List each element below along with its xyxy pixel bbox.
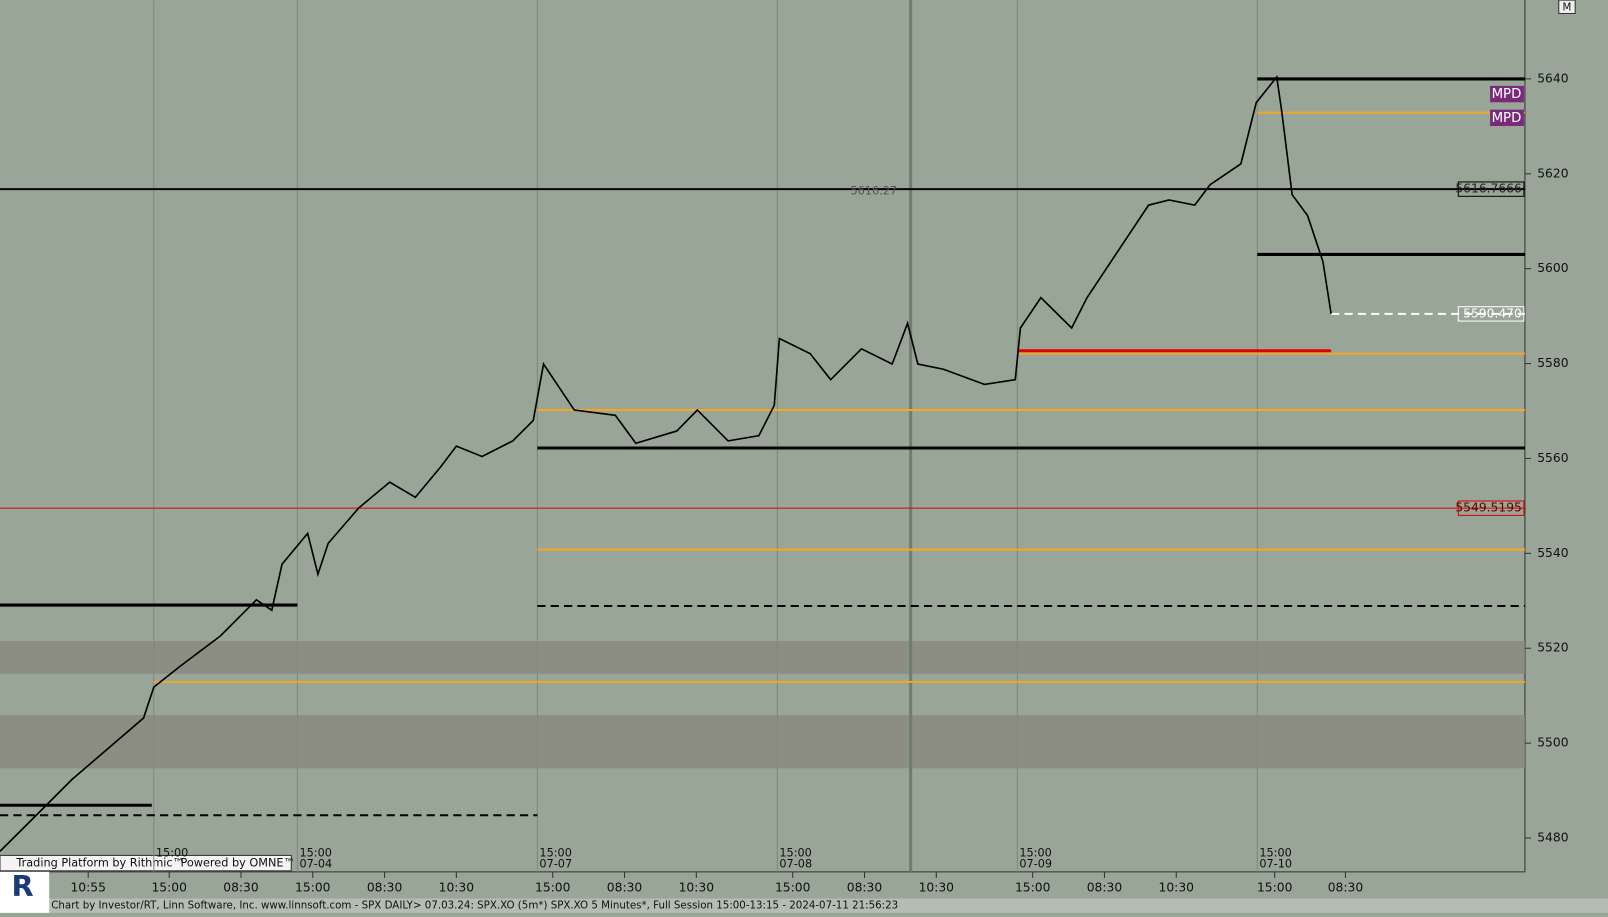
- branding: Trading Platform by Rithmic™: [15, 857, 183, 870]
- annotation-box: [1490, 109, 1524, 127]
- footer-bar: [0, 898, 1608, 913]
- session-time: 15:00: [1019, 846, 1051, 859]
- branding-box: [0, 854, 292, 872]
- price-label: 5590.470: [1463, 306, 1522, 320]
- y-tick-label: 5620: [1537, 166, 1568, 180]
- logo: [0, 871, 50, 913]
- session-time: 15:00: [156, 846, 188, 859]
- y-tick-label: 5560: [1537, 451, 1568, 465]
- x-tick-label: 15:00: [151, 881, 186, 895]
- x-tick-label: 15:00: [535, 881, 570, 895]
- y-tick-label: 5480: [1537, 830, 1568, 844]
- y-tick-label: 5520: [1537, 641, 1568, 655]
- annotation-box: [1490, 85, 1524, 103]
- price-label-box: [1457, 181, 1525, 197]
- price-label: 5549.5195: [1455, 501, 1522, 515]
- x-tick-label: 10:30: [679, 881, 714, 895]
- x-tick-label: 08:30: [223, 881, 258, 895]
- x-tick-label: 15:00: [775, 881, 810, 895]
- y-tick-label: 5640: [1537, 71, 1568, 85]
- session-date: 07-08: [779, 858, 812, 871]
- x-tick-label: 10:30: [1159, 881, 1194, 895]
- corner-label: M: [1563, 1, 1572, 13]
- branding: Powered by OMNE™: [180, 857, 294, 870]
- zone: [0, 715, 1525, 769]
- x-tick-label: 08:30: [847, 881, 882, 895]
- x-tick-label: 15:00: [1257, 881, 1292, 895]
- price-line: [0, 74, 1332, 852]
- price-label: 5616.7666: [1455, 182, 1522, 196]
- x-tick-label: 10:30: [919, 881, 954, 895]
- logo-letter: R: [12, 869, 34, 903]
- footer: Chart by Investor/RT, Linn Software, Inc…: [51, 900, 898, 912]
- x-tick-label: 08:30: [367, 881, 402, 895]
- zone: [0, 641, 1525, 674]
- corner-box: [1558, 0, 1576, 14]
- x-tick-label: 08:30: [607, 881, 642, 895]
- session-date: 07-07: [539, 858, 572, 871]
- session-date: 07-04: [299, 858, 332, 871]
- y-tick-label: 5580: [1537, 356, 1568, 370]
- session-time: 15:00: [1259, 846, 1291, 859]
- annotation: MPD: [1492, 111, 1522, 126]
- y-tick-label: 5540: [1537, 546, 1568, 560]
- session-date: 07-10: [1259, 858, 1292, 871]
- y-tick-label: 5500: [1537, 736, 1568, 750]
- mid-label: 5616.27: [850, 184, 897, 197]
- session-time: 15:00: [779, 846, 811, 859]
- x-tick-label: 15:00: [295, 881, 330, 895]
- session-time: 15:00: [539, 846, 571, 859]
- price-label-box: [1457, 306, 1525, 322]
- x-tick-label: 10:30: [439, 881, 474, 895]
- x-tick-label: 15:00: [1015, 881, 1050, 895]
- session-date: 07-09: [1019, 858, 1052, 871]
- y-tick-label: 5600: [1537, 261, 1568, 275]
- session-time: 15:00: [299, 846, 331, 859]
- x-tick-label: 08:30: [1328, 881, 1363, 895]
- x-tick-label: 10:55: [70, 881, 105, 895]
- price-label-box: [1457, 500, 1525, 516]
- x-tick-label: 08:30: [1087, 881, 1122, 895]
- annotation: MPD: [1492, 87, 1522, 102]
